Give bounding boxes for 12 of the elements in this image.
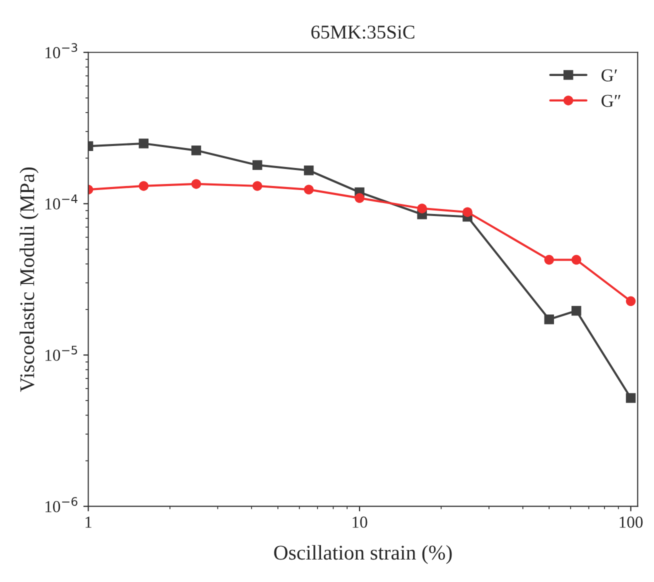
chart-title: 65MK:35SiC <box>311 26 414 39</box>
y-tick-label: 10$^{−6}$ <box>46 497 78 512</box>
legend-label: G″ <box>602 94 620 107</box>
y-tick-label: 10$^{−5}$ <box>46 346 78 361</box>
x-axis-title: Oscillation strain (%) <box>274 545 452 564</box>
y-tick-label: 10$^{−4}$ <box>46 194 78 210</box>
y-axis-title: Viscoelastic Moduli (MPa) <box>20 167 39 392</box>
x-tick-label: 100 <box>620 516 643 528</box>
y-tick-label: 10$^{−3}$ <box>46 43 78 58</box>
x-tick-label: 1 <box>86 516 92 528</box>
legend-label: G′ <box>602 69 617 82</box>
x-tick-label: 10 <box>352 516 368 528</box>
